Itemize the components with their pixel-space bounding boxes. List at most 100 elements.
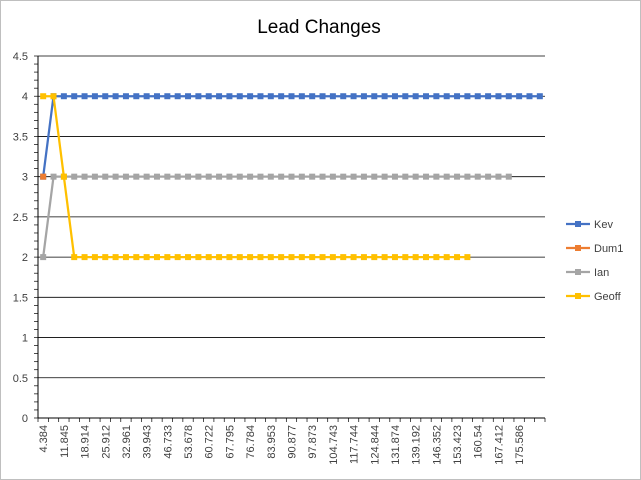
data-point-kev [505,93,512,100]
data-point-kev [195,93,202,100]
data-point-kev [464,93,471,100]
y-tick-label: 1.5 [13,292,28,304]
data-point-geoff [423,254,430,261]
data-point-kev [267,93,274,100]
data-point-geoff [71,254,78,261]
data-point-kev [485,93,492,100]
data-point-ian [153,173,160,180]
x-tick-label: 160.54 [473,425,485,459]
data-point-kev [60,93,67,100]
data-point-geoff [195,254,202,261]
x-tick-label: 11.845 [59,425,71,458]
data-point-ian [40,254,47,261]
data-point-kev [526,93,533,100]
data-point-kev [236,93,243,100]
data-point-geoff [433,254,440,261]
legend-marker-kev [575,221,581,227]
data-point-geoff [226,254,233,261]
data-point-ian [205,173,212,180]
data-point-kev [454,93,461,100]
legend-marker-geoff [575,293,581,299]
chart-title: Lead Changes [257,17,381,38]
x-tick-label: 124.844 [369,425,381,465]
data-point-ian [195,173,202,180]
data-point-ian [185,173,192,180]
data-point-kev [153,93,160,100]
data-point-kev [216,93,223,100]
x-tick-label: 153.423 [452,425,464,465]
legend-label-ian: Ian [594,267,609,279]
gridlines [38,55,545,379]
data-point-kev [91,93,98,100]
data-point-geoff [402,254,409,261]
data-point-ian [102,173,109,180]
data-point-geoff [350,254,357,261]
data-point-ian [443,173,450,180]
data-point-ian [278,173,285,180]
data-point-kev [122,93,129,100]
data-point-ian [226,173,233,180]
data-point-geoff [102,254,109,261]
series-line-ian [42,175,509,258]
data-point-ian [464,173,471,180]
data-point-ian [454,173,461,180]
data-point-ian [216,173,223,180]
data-point-geoff [143,254,150,261]
data-point-ian [257,173,264,180]
data-point-ian [319,173,326,180]
data-point-geoff [133,254,140,261]
data-point-ian [143,173,150,180]
data-point-kev [536,93,543,100]
data-point-ian [288,173,295,180]
data-point-kev [81,93,88,100]
x-tick-label: 131.874 [390,425,402,465]
data-point-geoff [391,254,398,261]
data-point-ian [485,173,492,180]
data-point-kev [443,93,450,100]
data-point-ian [371,173,378,180]
data-point-geoff [371,254,378,261]
data-point-geoff [298,254,305,261]
data-point-kev [71,93,78,100]
data-point-kev [143,93,150,100]
legend-marker-ian [575,269,581,275]
data-point-ian [340,173,347,180]
data-point-kev [205,93,212,100]
series-group [40,93,543,261]
x-tick-label: 32.961 [121,425,133,459]
y-tick-label: 4.5 [13,51,28,63]
data-point-ian [71,173,78,180]
x-tick-label: 25.912 [100,425,112,459]
data-point-ian [91,173,98,180]
data-point-ian [267,173,274,180]
legend-label-dum1: Dum1 [594,243,623,255]
data-point-ian [412,173,419,180]
data-point-kev [112,93,119,100]
y-tick-label: 1 [22,333,28,345]
data-point-kev [226,93,233,100]
data-point-geoff [185,254,192,261]
data-point-ian [247,173,254,180]
x-tick-label: 175.586 [514,425,526,465]
data-point-geoff [112,254,119,261]
legend-label-kev: Kev [594,219,613,231]
y-tick-label: 2 [22,252,28,264]
data-point-geoff [319,254,326,261]
data-point-geoff [329,254,336,261]
data-point-ian [298,173,305,180]
data-point-kev [102,93,109,100]
data-point-kev [433,93,440,100]
legend: Kev Dum1 Ian Geoff [566,219,623,303]
data-point-kev [423,93,430,100]
data-point-ian [309,173,316,180]
data-point-ian [391,173,398,180]
x-tick-label: 67.795 [224,425,236,459]
data-point-ian [360,173,367,180]
data-point-ian [350,173,357,180]
data-point-geoff [216,254,223,261]
data-point-geoff [257,254,264,261]
data-point-ian [433,173,440,180]
x-tick-label: 139.192 [411,425,423,465]
data-point-kev [247,93,254,100]
